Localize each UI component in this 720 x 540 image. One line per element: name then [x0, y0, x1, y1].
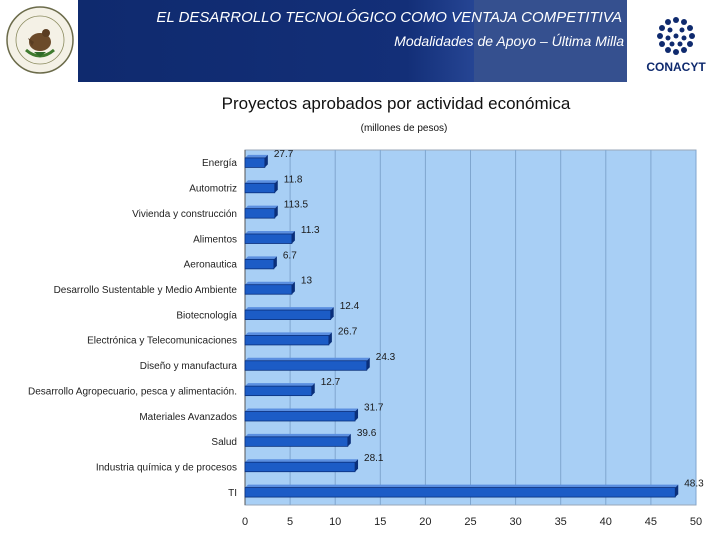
data-label: 39.6: [357, 428, 377, 439]
header-title: EL DESARROLLO TECNOLÓGICO COMO VENTAJA C…: [156, 9, 622, 26]
bar-top: [245, 383, 315, 387]
category-label: Industria química y de procesos: [96, 462, 237, 473]
bar: [244, 284, 293, 295]
data-label: 48.3: [684, 479, 704, 490]
mexico-seal-icon: [4, 2, 76, 80]
bar-top: [245, 154, 268, 158]
category-label: Aeronautica: [184, 260, 238, 271]
bar-side: [355, 408, 359, 421]
x-tick-label: 0: [242, 516, 248, 528]
category-label: Energía: [202, 158, 237, 169]
data-label: 113.5: [284, 200, 309, 211]
bar-top: [245, 357, 370, 361]
bar-top: [245, 459, 359, 463]
bar-side: [311, 383, 315, 396]
category-label: Automotriz: [189, 184, 237, 195]
conacyt-logo-icon: CONACYT: [636, 12, 716, 76]
bar-chart: 0 5 10 15 20 25 30 35 40 45 50 Energía 27.7 Automotri…: [28, 149, 704, 528]
chart-title: Proyectos aprobados por actividad económ…: [221, 94, 571, 113]
category-label: Salud: [211, 437, 237, 448]
bar-side: [328, 332, 332, 345]
data-label: 31.7: [364, 403, 384, 414]
bar-side: [273, 256, 277, 269]
bar-side: [675, 484, 679, 498]
x-tick-label: 10: [329, 516, 341, 528]
bar-side: [274, 180, 278, 193]
category-label: Diseño y manufactura: [140, 361, 238, 372]
category-label: Vivienda y construcción: [132, 209, 237, 220]
bar-side: [291, 231, 295, 244]
x-tick-label: 35: [555, 516, 567, 528]
x-tick-label: 50: [690, 516, 702, 528]
data-label: 11.3: [301, 225, 320, 236]
data-label: 12.7: [321, 377, 341, 388]
bar-top: [245, 484, 679, 488]
data-label: 11.8: [284, 174, 303, 185]
category-label: Biotecnología: [176, 310, 237, 321]
bar: [244, 335, 330, 346]
x-tick-label: 5: [287, 516, 293, 528]
category-label: Electrónica y Telecomunicaciones: [87, 336, 237, 347]
bar: [244, 360, 368, 371]
data-label: 27.7: [274, 149, 294, 160]
data-label: 13: [301, 276, 313, 287]
bar: [244, 157, 266, 168]
x-tick-label: 45: [645, 516, 657, 528]
bar: [244, 208, 276, 219]
bar: [244, 233, 293, 244]
category-label: TI: [228, 488, 237, 499]
bar-top: [245, 281, 295, 285]
x-tick-label: 20: [419, 516, 431, 528]
bar: [244, 411, 356, 422]
bar-side: [355, 459, 359, 472]
bar-top: [245, 180, 278, 184]
category-label: Desarrollo Sustentable y Medio Ambiente: [54, 285, 238, 296]
bar: [244, 487, 676, 498]
logo-text: CONACYT: [646, 60, 706, 74]
header: EL DESARROLLO TECNOLÓGICO COMO VENTAJA C…: [0, 0, 720, 82]
bar: [244, 309, 332, 320]
category-label: Desarrollo Agropecuario, pesca y aliment…: [28, 386, 237, 397]
x-tick-label: 25: [464, 516, 476, 528]
bar-side: [264, 154, 268, 168]
bar-side: [347, 433, 351, 447]
data-label: 28.1: [364, 453, 384, 464]
bar-top: [245, 256, 277, 260]
category-label: Alimentos: [193, 234, 237, 245]
bar: [244, 258, 275, 270]
bar: [244, 461, 356, 473]
bar-top: [245, 231, 295, 234]
bar-top: [245, 408, 359, 412]
bar-top: [245, 307, 334, 311]
header-subtitle: Modalidades de Apoyo – Última Milla: [394, 33, 624, 49]
data-label: 6.7: [283, 250, 297, 261]
data-label: 12.4: [340, 301, 360, 312]
x-tick-label: 30: [509, 516, 521, 528]
data-label: 26.7: [338, 326, 358, 337]
x-tick-label: 15: [374, 516, 386, 528]
bar-top: [245, 332, 332, 336]
bar-side: [274, 205, 278, 219]
chart-subtitle: (millones de pesos): [360, 123, 448, 134]
data-label: 24.3: [376, 352, 396, 363]
x-tick-label: 40: [600, 516, 612, 528]
banner-accent: [474, 0, 627, 82]
bar: [244, 385, 313, 397]
bar-top: [245, 205, 278, 209]
category-label: Materiales Avanzados: [139, 412, 237, 423]
bar: [244, 182, 276, 194]
bar-side: [291, 281, 295, 295]
bar-top: [245, 433, 351, 437]
bar-side: [366, 357, 370, 371]
bar: [244, 436, 349, 447]
bar-side: [330, 307, 334, 320]
